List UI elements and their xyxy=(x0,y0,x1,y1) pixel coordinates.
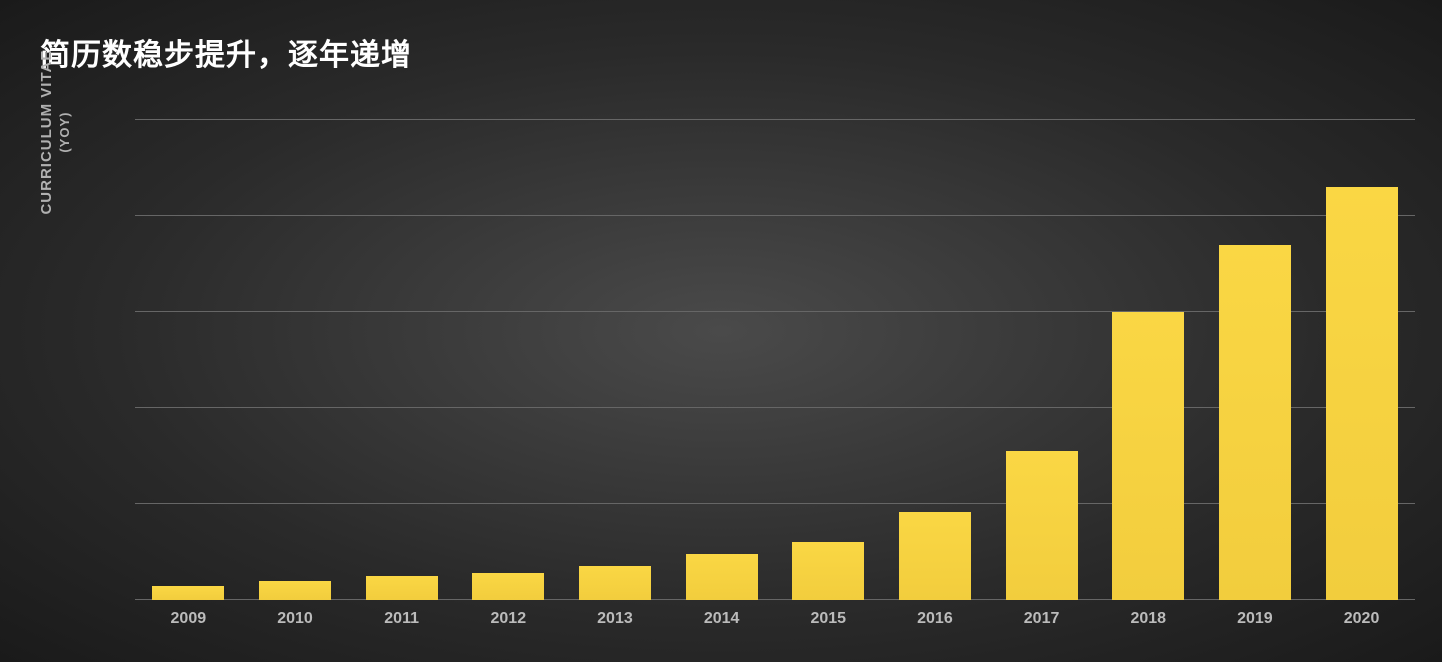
bar-group xyxy=(669,554,775,600)
plot-area: 2009201020112012201320142015201620172018… xyxy=(135,120,1415,600)
y-axis-label-line1: CURRICULUM VITAE xyxy=(38,50,55,215)
x-axis-label: 2014 xyxy=(669,610,775,628)
bar xyxy=(366,576,438,600)
bars-wrapper xyxy=(135,120,1415,600)
x-axis-label: 2018 xyxy=(1095,610,1201,628)
chart-container: 2009201020112012201320142015201620172018… xyxy=(135,120,1415,600)
bar xyxy=(899,512,971,600)
x-axis-label: 2016 xyxy=(882,610,988,628)
bar-group xyxy=(1095,312,1201,600)
bar-group xyxy=(1202,245,1308,600)
bar xyxy=(152,586,224,600)
bar xyxy=(1326,187,1398,600)
bar-group xyxy=(455,573,561,600)
bar xyxy=(579,566,651,600)
x-axis-label: 2009 xyxy=(135,610,241,628)
x-axis-label: 2020 xyxy=(1309,610,1415,628)
x-axis-label: 2019 xyxy=(1202,610,1308,628)
bar-group xyxy=(775,542,881,600)
bar xyxy=(1006,451,1078,600)
bar-group xyxy=(882,512,988,600)
x-axis-label: 2012 xyxy=(455,610,561,628)
bar-group xyxy=(562,566,668,600)
bar-group xyxy=(989,451,1095,600)
bar xyxy=(1112,312,1184,600)
bar-group xyxy=(242,581,348,600)
y-axis-label: CURRICULUM VITAE (YOY) xyxy=(38,50,72,215)
bar-group xyxy=(349,576,455,600)
bar-group xyxy=(1309,187,1415,600)
x-axis-labels: 2009201020112012201320142015201620172018… xyxy=(135,610,1415,628)
x-axis-label: 2015 xyxy=(775,610,881,628)
bar xyxy=(792,542,864,600)
x-axis-label: 2017 xyxy=(989,610,1095,628)
bar xyxy=(1219,245,1291,600)
x-axis-label: 2013 xyxy=(562,610,668,628)
x-axis-label: 2011 xyxy=(349,610,455,628)
chart-title: 简历数稳步提升，逐年递增 xyxy=(40,30,412,74)
x-axis-label: 2010 xyxy=(242,610,348,628)
bar xyxy=(259,581,331,600)
bar xyxy=(472,573,544,600)
bar-group xyxy=(135,586,241,600)
y-axis-label-line2: (YOY) xyxy=(57,50,72,215)
bar xyxy=(686,554,758,600)
